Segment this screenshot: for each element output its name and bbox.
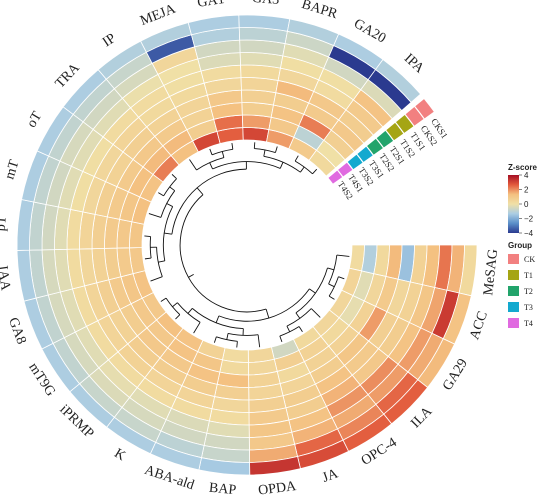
feature-label: K (111, 446, 127, 464)
feature-label: IPA (401, 51, 427, 77)
feature-label: IP (100, 31, 119, 51)
group-strip-cell (347, 154, 363, 170)
group-legend-swatch (508, 318, 519, 328)
feature-label: ACC (467, 310, 491, 342)
feature-label: ILA (408, 404, 436, 432)
feature-label: GA8 (5, 316, 29, 347)
feature-label: TRA (53, 60, 84, 91)
group-strip-cell (328, 170, 343, 184)
group-legend-label: T1 (524, 271, 533, 280)
feature-label: MEJA (138, 1, 178, 29)
heatmap-cell (242, 127, 270, 143)
group-legend-swatch (508, 270, 519, 280)
group-strip-cell (376, 130, 394, 148)
zscore-legend: Z-score 4 2 0 −2 −4 (508, 163, 537, 238)
group-legend-label: T2 (524, 287, 533, 296)
feature-label: GA20 (351, 16, 388, 46)
group-strip-cell (338, 162, 353, 177)
feature-label: oT (24, 109, 45, 130)
heatmap-cell (116, 218, 133, 249)
group-strip-cell (367, 138, 383, 155)
heatmap-cell (129, 221, 145, 249)
group-legend-swatch (508, 302, 519, 312)
zscore-colorbar (508, 175, 519, 233)
group-strip-cell (405, 107, 424, 126)
group-strip-cell (415, 99, 434, 119)
zscore-legend-title: Z-score (508, 163, 537, 172)
feature-label: GA1 (196, 0, 225, 11)
feature-label: BAPR (300, 0, 340, 22)
heatmap-cell (241, 114, 272, 131)
heatmap-cell (241, 89, 277, 106)
group-color-strip (328, 99, 434, 184)
zscore-tick-label: 0 (524, 200, 529, 209)
group-legend: Group CK T1 T2 T3 T4 (508, 241, 535, 328)
feature-label: MeSAG (481, 248, 501, 296)
feature-label: pT (0, 215, 10, 232)
group-legend-label: T4 (524, 319, 533, 328)
feature-label: JA (320, 466, 341, 486)
group-strip-cell (396, 114, 414, 133)
zscore-tick-label: 2 (524, 186, 529, 195)
group-legend-label: T3 (524, 303, 533, 312)
feature-label: IAA (0, 265, 13, 293)
heatmap-cell (375, 58, 422, 103)
group-strip-cell (386, 122, 404, 141)
zscore-tick-label: −2 (524, 215, 534, 224)
feature-label: BAP (208, 481, 237, 497)
sample-dendrogram (144, 142, 350, 348)
feature-label: mT (2, 158, 22, 182)
group-legend-swatch (508, 254, 519, 264)
feature-label: GA3 (251, 0, 279, 8)
feature-label: OPDA (257, 479, 298, 497)
group-strip-cell (357, 146, 373, 162)
group-legend-label: CK (524, 255, 535, 264)
group-legend-title: Group (508, 241, 532, 250)
heatmap-cell (241, 102, 274, 118)
zscore-tick-label: −4 (524, 229, 534, 238)
heatmap-cells (16, 14, 478, 476)
zscore-tick-label: 4 (524, 171, 529, 180)
group-legend-swatch (508, 286, 519, 296)
